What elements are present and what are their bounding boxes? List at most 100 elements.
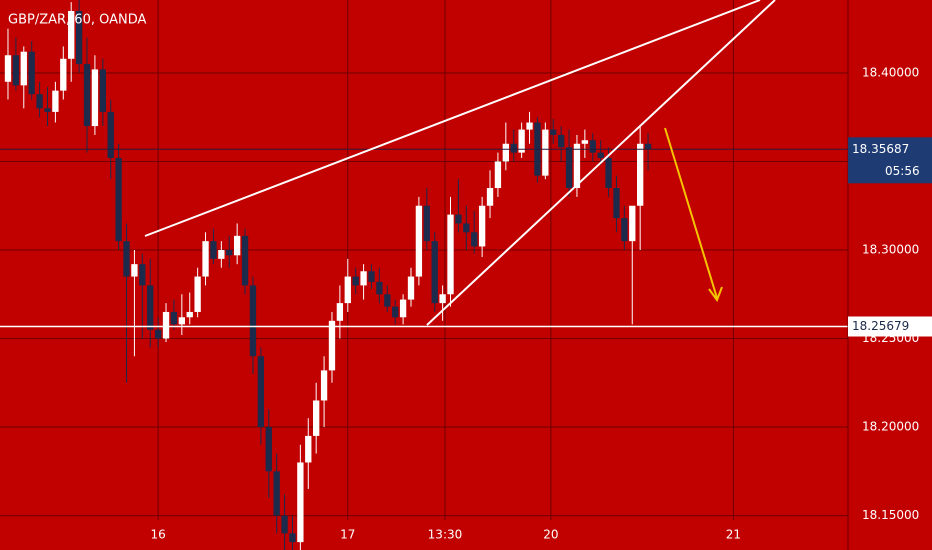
candle-body xyxy=(605,157,612,189)
candle-body xyxy=(281,515,288,534)
candle-body xyxy=(589,140,596,153)
candle-body xyxy=(115,157,122,242)
candle-body xyxy=(486,188,494,206)
candle-body xyxy=(210,241,217,259)
y-tick-label: 18.30000 xyxy=(862,242,919,256)
candle-body xyxy=(320,370,328,401)
candle-body xyxy=(463,223,470,233)
candle-body xyxy=(186,311,193,318)
candle-body xyxy=(502,143,509,162)
candles xyxy=(0,0,848,550)
candle-body xyxy=(550,129,557,135)
arrow xyxy=(664,127,718,299)
candle-body xyxy=(44,108,51,112)
candle-body xyxy=(392,306,399,318)
candle-body xyxy=(439,294,446,304)
candle-body xyxy=(526,122,533,130)
candle-body xyxy=(226,249,233,256)
candle-body xyxy=(91,69,99,127)
candle-body xyxy=(241,235,249,286)
arrow-head xyxy=(708,286,723,303)
grid xyxy=(0,0,848,520)
candle-body xyxy=(257,356,265,428)
y-tick-label: 18.20000 xyxy=(862,420,919,434)
chart-title: GBP/ZAR, 60, OANDA xyxy=(8,13,147,28)
candle-body xyxy=(12,55,20,86)
candle-body xyxy=(447,214,454,295)
candle-body xyxy=(629,205,636,242)
candle-body xyxy=(597,152,604,158)
candle-body xyxy=(557,134,565,148)
price-line-label: 18.25679 xyxy=(852,319,909,333)
candle-body xyxy=(273,471,280,516)
x-tick-label: 13:30 xyxy=(428,528,463,542)
candle-body xyxy=(218,249,225,259)
candle-body xyxy=(542,129,549,176)
candle-body xyxy=(305,435,312,463)
candle-body xyxy=(154,329,162,339)
y-tick-label: 18.15000 xyxy=(862,508,919,522)
candle-body xyxy=(162,311,170,339)
candle-body xyxy=(613,188,620,219)
candle-body xyxy=(139,264,146,286)
candle-body xyxy=(99,69,106,112)
candle-body xyxy=(376,281,383,295)
candle-body xyxy=(4,55,12,82)
candle-body xyxy=(328,320,336,371)
candle-body xyxy=(423,205,430,242)
candle-body xyxy=(107,111,114,158)
y-tick-label: 18.40000 xyxy=(862,65,919,79)
countdown: 05:56 xyxy=(885,164,920,178)
candle-body xyxy=(233,235,241,256)
candle-body xyxy=(249,285,257,357)
candle-body xyxy=(621,218,628,242)
price-line-box xyxy=(848,316,932,337)
candle-body xyxy=(68,10,75,59)
candle-body xyxy=(455,214,462,224)
candle-body xyxy=(573,143,581,189)
candle-body xyxy=(36,94,43,109)
candle-body xyxy=(170,311,178,325)
trend-line xyxy=(426,0,776,326)
candle-body xyxy=(60,58,67,91)
candle-body xyxy=(368,271,375,282)
candle-body xyxy=(637,143,644,206)
candle-body xyxy=(360,271,367,286)
candle-body xyxy=(289,533,296,543)
x-tick-label: 16 xyxy=(150,528,165,542)
candle-body xyxy=(336,303,344,321)
x-tick-label: 17 xyxy=(340,528,355,542)
candle-body xyxy=(478,205,486,247)
trend-line xyxy=(144,0,761,237)
candle-body xyxy=(415,205,423,277)
candle-body xyxy=(352,276,359,286)
x-tick-label: 21 xyxy=(726,528,741,542)
candle-body xyxy=(344,276,351,304)
candle-body xyxy=(384,294,391,307)
candle-body xyxy=(399,299,407,318)
candle-body xyxy=(297,462,304,543)
last-price-label: 18.35687 xyxy=(852,142,909,156)
candle-body xyxy=(644,143,652,150)
candle-body xyxy=(494,161,502,189)
candle-body xyxy=(431,241,438,304)
candle-body xyxy=(407,276,415,300)
candle-body xyxy=(581,140,589,144)
candle-body xyxy=(131,264,138,277)
candle-body xyxy=(202,241,209,277)
candle-body xyxy=(52,90,59,112)
candle-body xyxy=(265,427,272,472)
candle-body xyxy=(147,285,154,330)
labels: 18.1500018.2000018.2500018.3000018.35000… xyxy=(150,65,932,542)
candle-body xyxy=(471,232,478,247)
candle-body xyxy=(28,51,35,95)
candle-body xyxy=(75,10,83,65)
candle-body xyxy=(83,64,91,127)
candle-body xyxy=(565,147,573,189)
candle-body xyxy=(178,317,185,325)
x-tick-label: 20 xyxy=(543,528,558,542)
candle-body xyxy=(194,276,201,312)
